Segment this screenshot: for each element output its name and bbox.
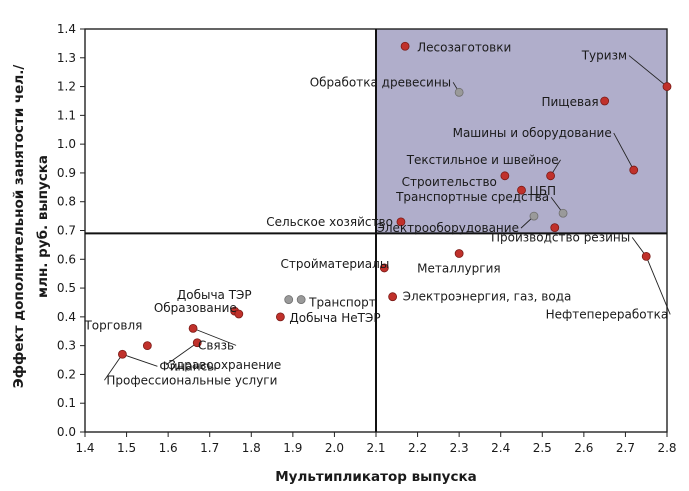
y-tick-label: 0.4	[57, 310, 76, 324]
point-label: Текстильное и швейное	[406, 153, 559, 167]
point-label: Сельское хозяйство	[266, 215, 393, 229]
y-tick-label: 1.2	[57, 80, 76, 94]
data-point	[550, 223, 560, 233]
x-tick-label: 2.0	[325, 441, 344, 455]
axes-layer: 1.4 1.5 1.6 1.7 1.8 1.9 2.0 2.1 2.2 2.3 2.4 2.5 2.6 2…	[57, 22, 677, 455]
x-tick-label: 1.5	[117, 441, 136, 455]
data-point	[296, 295, 306, 304]
x-tick-label: 2.7	[616, 441, 635, 455]
point-labels: Лесозаготовки Туризм Обработка древесины Пи…	[83, 40, 668, 387]
data-point	[142, 341, 152, 351]
y-tick-label: 1.4	[57, 22, 76, 36]
y-tick-label: 0.0	[57, 425, 76, 439]
data-point	[192, 338, 202, 348]
data-point	[379, 263, 389, 273]
x-tick-label: 2.4	[491, 441, 510, 455]
leader-line	[628, 55, 668, 87]
point-label: Нефтепереработка	[546, 307, 669, 321]
point-label: ЦБП	[530, 184, 557, 198]
data-point	[396, 217, 406, 227]
x-tick-label: 1.7	[200, 441, 219, 455]
data-point	[629, 165, 639, 175]
point-label: Финансы	[159, 359, 216, 373]
x-tick-label: 2.2	[408, 441, 427, 455]
point-label: Добыча НеТЭР	[289, 311, 380, 325]
data-point	[662, 82, 672, 91]
y-tick-label: 0.6	[57, 252, 76, 266]
point-label: Пищевая	[541, 95, 598, 109]
y-tick-label: 0.7	[57, 224, 76, 238]
point-label: Образование	[154, 301, 237, 315]
data-points	[118, 41, 672, 359]
point-label: Машины и оборудование	[453, 126, 612, 140]
x-tick-label: 2.8	[657, 441, 676, 455]
point-label: Торговля	[83, 319, 142, 333]
point-label: Лесозаготовки	[417, 40, 511, 54]
data-point	[400, 41, 410, 51]
y-axis-label-line-1: Эффект дополнительной занятости чел./	[11, 65, 27, 389]
data-point	[454, 249, 464, 258]
point-label: Профессиональные услуги	[106, 373, 277, 387]
point-label: Транспорт	[308, 296, 376, 310]
highlight-quadrant	[376, 29, 667, 234]
data-point	[529, 211, 539, 221]
x-tick-label: 2.3	[450, 441, 469, 455]
point-label: Металлургия	[417, 262, 500, 276]
y-tick-label: 1.0	[57, 137, 76, 151]
data-point	[118, 349, 127, 359]
data-point	[234, 309, 244, 319]
data-point	[558, 208, 568, 218]
data-point	[275, 312, 285, 322]
point-label: Строительство	[402, 175, 497, 189]
data-point	[388, 292, 398, 302]
point-label: Стройматериалы	[280, 257, 389, 271]
x-tick-label: 1.9	[283, 441, 302, 455]
leader-line	[613, 132, 635, 171]
point-label: Здравоохранение	[168, 358, 281, 372]
leader-line	[104, 354, 123, 381]
data-point	[500, 171, 510, 181]
y-tick-label: 0.2	[57, 367, 76, 381]
y-tick-label: 0.3	[57, 339, 76, 353]
y-tick-label: 0.8	[57, 195, 76, 209]
point-label: Связь	[198, 338, 234, 352]
leader-line	[165, 342, 198, 366]
x-tick-label: 2.1	[366, 441, 385, 455]
leader-line	[645, 256, 671, 315]
x-tick-label: 2.5	[533, 441, 552, 455]
y-tick-label: 1.1	[57, 108, 76, 122]
data-point	[546, 171, 555, 181]
data-point	[284, 295, 294, 304]
x-axis-label: Мультипликатор выпуска	[275, 469, 477, 485]
leader-line	[192, 327, 237, 346]
x-tick-label: 1.6	[159, 441, 178, 455]
data-point	[188, 323, 198, 333]
y-axis-label-line-2: млн. руб. выпуска	[35, 155, 51, 298]
data-point	[600, 96, 610, 106]
point-label: Электроэнергия, газ, вода	[403, 290, 572, 304]
data-point	[517, 185, 526, 195]
y-tick-label: 0.1	[57, 396, 76, 410]
point-label: Добыча ТЭР	[177, 288, 252, 302]
data-point	[641, 252, 651, 261]
point-label: Электрооборудование	[376, 221, 519, 235]
data-point	[454, 87, 464, 97]
point-label: Обработка древесины	[310, 75, 451, 89]
point-label: Производство резины	[491, 230, 630, 244]
x-tick-label: 1.4	[75, 441, 94, 455]
point-label: Транспортные средства	[395, 190, 549, 204]
y-tick-label: 0.5	[57, 281, 76, 295]
leader-line	[122, 353, 158, 367]
point-label: Туризм	[581, 49, 627, 63]
x-tick-label: 2.6	[574, 441, 593, 455]
y-tick-label: 1.3	[57, 51, 76, 65]
x-tick-label: 1.8	[242, 441, 261, 455]
y-tick-label: 0.9	[57, 166, 76, 180]
